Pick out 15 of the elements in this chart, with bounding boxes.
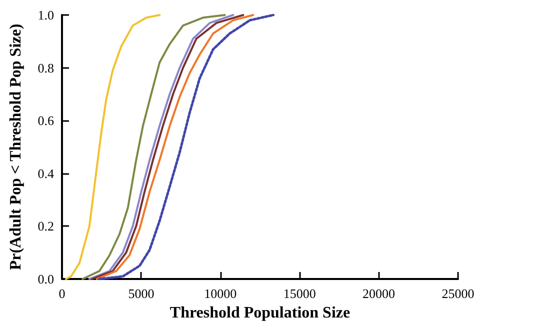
- y-tick-label: 0.2: [38, 218, 54, 234]
- x-axis-title: Threshold Population Size: [170, 304, 350, 322]
- x-tick-label: 25000: [442, 286, 474, 301]
- line-series: [64, 14, 161, 280]
- y-tick-label: 1.0: [38, 8, 54, 22]
- x-tick-label: 10000: [204, 286, 237, 301]
- y-tick-label: 0.8: [38, 60, 54, 76]
- y-tick-label: 0.4: [38, 166, 54, 181]
- x-tick-label: 20000: [362, 286, 396, 301]
- x-tick-label: 0: [58, 286, 66, 301]
- y-axis-title: Pr(Adult Pop < Threshold Pop Size): [8, 24, 24, 270]
- y-tick-label: 0.0: [38, 272, 54, 286]
- y-tick-label: 0.6: [38, 113, 54, 128]
- x-tick-label: 15000: [283, 286, 316, 301]
- x-tick-label: 5000: [128, 286, 154, 301]
